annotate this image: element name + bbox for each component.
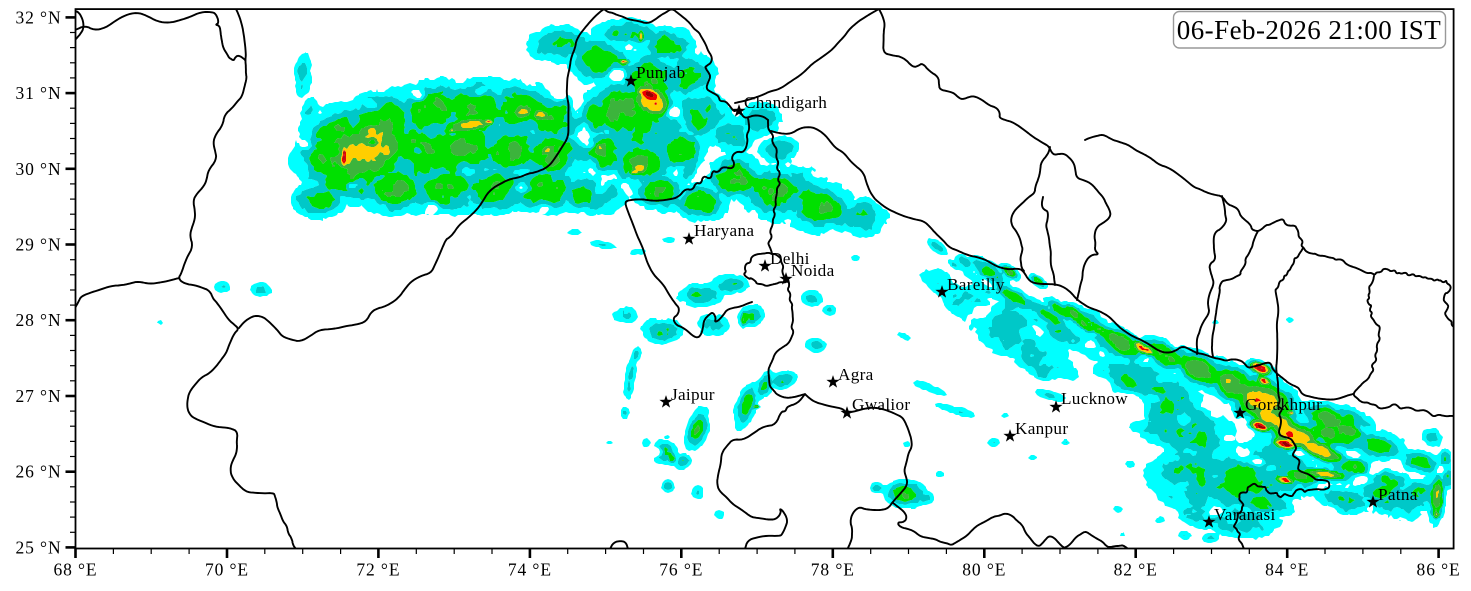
svg-text:68 °E: 68 °E (53, 560, 97, 580)
svg-text:Delhi: Delhi (770, 249, 810, 268)
svg-text:Gwalior: Gwalior (852, 395, 910, 414)
svg-text:Noida: Noida (791, 261, 835, 280)
svg-text:31 °N: 31 °N (15, 83, 61, 103)
svg-text:82 °E: 82 °E (1114, 560, 1158, 580)
svg-text:25 °N: 25 °N (15, 537, 61, 557)
svg-text:Varanasi: Varanasi (1214, 505, 1276, 524)
svg-text:Lucknow: Lucknow (1061, 389, 1128, 408)
svg-text:28 °N: 28 °N (15, 310, 61, 330)
svg-text:Gorakhpur: Gorakhpur (1245, 395, 1322, 414)
svg-text:06-Feb-2026 21:00 IST: 06-Feb-2026 21:00 IST (1177, 15, 1441, 45)
svg-text:86 °E: 86 °E (1417, 560, 1461, 580)
svg-text:80 °E: 80 °E (962, 560, 1006, 580)
svg-text:Bareilly: Bareilly (947, 275, 1005, 294)
svg-text:Agra: Agra (838, 365, 874, 384)
svg-text:Chandigarh: Chandigarh (744, 93, 827, 112)
svg-text:30 °N: 30 °N (15, 159, 61, 179)
svg-text:76 °E: 76 °E (659, 560, 703, 580)
svg-text:78 °E: 78 °E (811, 560, 855, 580)
svg-text:Patna: Patna (1378, 485, 1418, 504)
svg-text:Kanpur: Kanpur (1015, 419, 1068, 438)
svg-text:29 °N: 29 °N (15, 235, 61, 255)
svg-text:84 °E: 84 °E (1265, 560, 1309, 580)
svg-text:26 °N: 26 °N (15, 462, 61, 482)
svg-text:27 °N: 27 °N (15, 386, 61, 406)
svg-text:74 °E: 74 °E (508, 560, 552, 580)
svg-text:Punjab: Punjab (636, 63, 686, 82)
svg-text:72 °E: 72 °E (356, 560, 400, 580)
svg-text:Jaipur: Jaipur (671, 385, 715, 404)
svg-text:Haryana: Haryana (694, 221, 754, 240)
svg-text:70 °E: 70 °E (205, 560, 249, 580)
svg-text:32 °N: 32 °N (15, 7, 61, 27)
